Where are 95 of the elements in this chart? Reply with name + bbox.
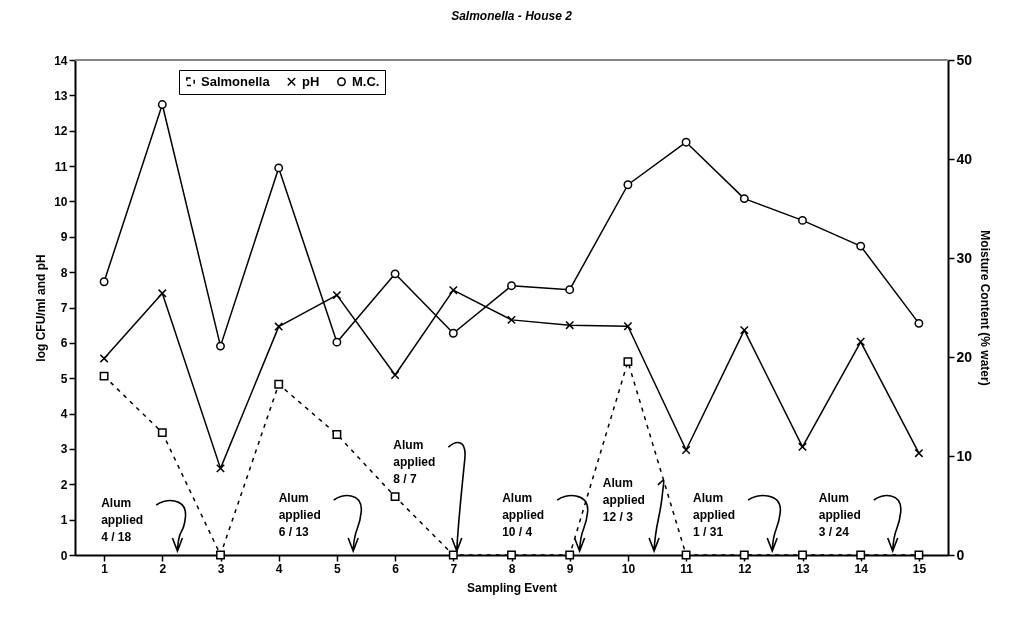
point (216, 463, 225, 473)
point (390, 269, 400, 279)
x-tick-label: 2 (159, 561, 167, 576)
annotation: Alum applied 3 / 24 (818, 491, 861, 540)
point (914, 318, 924, 328)
point (157, 428, 167, 438)
x-tick-label: 11 (680, 561, 694, 576)
point (157, 288, 167, 298)
x-tick-label: 7 (450, 561, 458, 576)
y-tick-label: 10 (54, 194, 68, 209)
point (332, 429, 342, 439)
point (390, 370, 400, 380)
point (739, 325, 749, 335)
annotation: Alum applied 4 / 18 (101, 496, 144, 545)
x-tick-label: 1 (101, 561, 109, 576)
point (448, 328, 458, 338)
point (565, 320, 575, 330)
y-tick-label: 0 (60, 548, 68, 563)
point (681, 445, 691, 455)
x-tick-label: 14 (854, 561, 869, 576)
y-tick-label: 13 (54, 88, 68, 103)
x-tick-label: 9 (566, 561, 574, 576)
x-tick-label: 6 (392, 561, 400, 576)
point (99, 371, 109, 381)
point (448, 550, 458, 560)
x-tick-label: 12 (738, 561, 752, 576)
point (739, 194, 749, 204)
legend-label: Salmonella (201, 73, 271, 89)
point (739, 550, 749, 560)
y-tick-label: 14 (54, 53, 68, 68)
point (798, 442, 807, 452)
point (507, 315, 516, 325)
point (856, 241, 866, 251)
y2-tick-label: 20 (956, 348, 973, 365)
y2-tick-label: 50 (956, 51, 973, 68)
point (274, 379, 284, 389)
y2-tick-label: 30 (956, 249, 973, 266)
point (390, 492, 400, 502)
annotation: Alum applied 12 / 3 (602, 475, 645, 524)
legend-label: pH (302, 73, 320, 89)
point (332, 337, 342, 347)
point (565, 550, 575, 560)
point (448, 285, 458, 295)
y-tick-label: 7 (60, 301, 68, 315)
point (157, 100, 167, 109)
y-tick-label: 1 (60, 513, 68, 528)
x-tick-label: 3 (217, 561, 225, 576)
chart-title: Salmonella - House 2 (451, 9, 573, 23)
annotation: Alum applied 10 / 4 (502, 491, 545, 540)
point (623, 357, 633, 367)
point (565, 285, 575, 295)
y-tick-label: 11 (54, 159, 68, 174)
point (681, 550, 691, 560)
x-tick-label: 13 (796, 561, 810, 576)
point (99, 277, 109, 287)
point (856, 550, 866, 560)
y-tick-label: 4 (60, 407, 68, 422)
y2-axis-title: Moisture Content (% water) (978, 230, 993, 386)
point (332, 290, 342, 300)
x-axis-title: Sampling Event (466, 580, 558, 595)
y-tick-label: 8 (60, 265, 68, 280)
point (914, 448, 924, 458)
x-tick-label: 15 (912, 561, 927, 576)
y-tick-label: 2 (60, 477, 68, 492)
x-tick-label: 10 (621, 561, 636, 576)
x-tick-label: 8 (508, 561, 516, 576)
y2-tick-label: 10 (956, 447, 973, 464)
point (856, 337, 866, 347)
point (216, 550, 225, 560)
point (798, 215, 807, 225)
point (623, 321, 633, 331)
point (216, 341, 225, 351)
point (623, 180, 633, 190)
y-tick-label: 5 (60, 371, 68, 386)
point (274, 322, 284, 332)
point (274, 163, 284, 173)
y-tick-label: 6 (60, 336, 68, 351)
annotation: Alum applied 1 / 31 (693, 491, 736, 540)
legend-label: M.C. (352, 73, 380, 89)
point (507, 550, 516, 560)
annotation: Alum applied 8 / 7 (393, 438, 436, 487)
point (99, 353, 109, 363)
point (914, 550, 924, 560)
y-tick-label: 12 (54, 124, 68, 139)
annotation: Alum applied 6 / 13 (278, 491, 321, 540)
y-tick-label: 3 (60, 442, 68, 457)
x-tick-label: 4 (275, 561, 283, 576)
point (681, 137, 691, 147)
point (507, 281, 516, 291)
point (798, 550, 807, 560)
y2-tick-label: 0 (956, 546, 965, 563)
y-tick-label: 9 (60, 230, 68, 245)
y2-tick-label: 40 (956, 150, 973, 167)
y-axis-title: log CFU/ml and pH (34, 254, 49, 362)
x-tick-label: 5 (334, 561, 342, 576)
